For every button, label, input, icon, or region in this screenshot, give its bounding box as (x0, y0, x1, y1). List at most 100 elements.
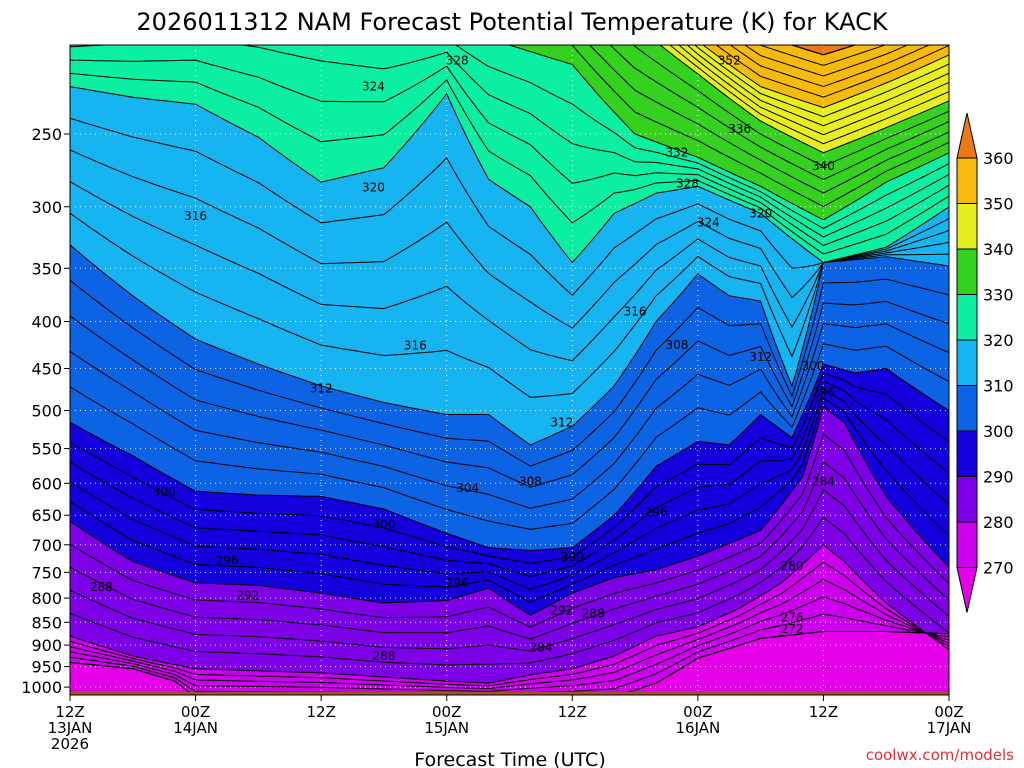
contour-278 (70, 561, 949, 687)
y-tick-label: 250 (31, 125, 62, 144)
contour-296 (70, 380, 949, 577)
y-tick-label: 800 (31, 589, 62, 608)
contour-270 (70, 631, 949, 695)
contour-326 (70, 45, 949, 238)
contour-label: 292 (236, 589, 259, 603)
contour-292 (70, 397, 949, 603)
colorbar-tick-label: 340 (983, 240, 1014, 259)
colorbar-tick-label: 360 (983, 149, 1014, 168)
contour-294 (70, 388, 949, 590)
contour-282 (70, 516, 949, 666)
x-tick-label: 12Z (558, 703, 587, 721)
contour-label: 324 (697, 215, 720, 229)
contour-366 (790, 45, 857, 56)
contour-274 (70, 596, 949, 692)
x-tick-label: 14JAN (173, 719, 218, 737)
contour-286 (70, 461, 949, 640)
contour-label: 300 (372, 517, 395, 531)
contour-332 (569, 45, 949, 207)
colorbar-segment (956, 430, 978, 477)
colorbar-segment (956, 294, 978, 341)
contour-label: 296 (645, 505, 668, 519)
contour-label: 308 (519, 474, 542, 488)
contour-label: 340 (812, 159, 835, 173)
x-tick-label: 00Z (934, 703, 963, 721)
colorbar-segment (956, 385, 978, 432)
contour-310 (70, 244, 949, 446)
contour-label: 328 (446, 54, 469, 68)
x-tick-label: 16JAN (675, 719, 720, 737)
x-tick-label: 12Z (55, 703, 84, 721)
contour-358 (759, 45, 887, 66)
contour-322 (70, 72, 949, 255)
colorbar-tick-label: 270 (983, 559, 1014, 578)
y-tick-label: 450 (31, 360, 62, 379)
isentrope-contours (70, 45, 949, 695)
contour-288 (70, 433, 949, 628)
x-tick-label: 15JAN (424, 719, 469, 737)
x-tick-label: 2026 (51, 735, 89, 753)
y-tick-label: 650 (31, 506, 62, 525)
contour-346 (686, 45, 949, 127)
contour-308 (70, 278, 949, 467)
colorbar-segment (956, 248, 978, 295)
contour-314 (70, 181, 949, 362)
contour-350 (702, 45, 949, 109)
contour-label: 312 (749, 350, 772, 364)
x-tick-label: 00Z (683, 703, 712, 721)
contour-302 (70, 343, 949, 530)
y-tick-label: 700 (31, 536, 62, 555)
y-tick-label: 350 (31, 259, 62, 278)
contour-label: 288 (372, 649, 395, 663)
contour-280 (70, 544, 949, 684)
x-tick-label: 12Z (809, 703, 838, 721)
x-tick-label: 12Z (306, 703, 335, 721)
contour-label: 280 (781, 559, 804, 573)
band-fill-260 (70, 631, 949, 695)
contour-label: 332 (665, 146, 688, 160)
contour-labels: 324 328 352 320 336 332 340 328 316 324 320 316 316 3… (90, 54, 835, 663)
contour-304 (70, 322, 949, 509)
y-tick-label: 950 (31, 658, 62, 677)
contour-label: 300 (561, 550, 584, 564)
contour-320 (70, 86, 949, 264)
contour-342 (669, 45, 949, 145)
contour-290 (70, 405, 949, 616)
contour-label: 300 (153, 485, 176, 499)
contour-label: 324 (362, 80, 385, 94)
y-tick-label: 400 (31, 313, 62, 332)
contour-label: 288 (582, 607, 605, 621)
y-tick-label: 750 (31, 563, 62, 582)
contour-label: 276 (781, 611, 804, 625)
contour-318 (70, 117, 949, 297)
contour-label: 284 (812, 474, 835, 488)
contour-340 (659, 45, 949, 154)
colorbar-top-triangle (956, 112, 978, 159)
colorbar: 360 350 340 330 320 310 300 290 280 270 (956, 112, 1014, 613)
contour-344 (678, 45, 949, 136)
contour-334 (589, 45, 949, 194)
contour-336 (609, 45, 949, 181)
colorbar-segment (956, 157, 978, 204)
colorbar-segment (956, 339, 978, 386)
contour-324 (70, 59, 949, 247)
colorbar-tick-label: 350 (983, 195, 1014, 214)
contour-label: 316 (404, 339, 427, 353)
contour-label: 288 (90, 580, 113, 594)
contour-label: 316 (184, 209, 207, 223)
contour-label: 352 (718, 54, 741, 68)
contour-330 (507, 45, 949, 221)
y-tick-label: 300 (31, 198, 62, 217)
contour-label: 320 (362, 181, 385, 195)
contour-label: 320 (749, 206, 772, 220)
colorbar-segment (956, 203, 978, 250)
colorbar-segment (956, 476, 978, 523)
contour-label: 304 (456, 481, 479, 495)
x-tick-label: 17JAN (927, 719, 972, 737)
contour-label: 312 (310, 381, 333, 395)
contour-352 (715, 45, 949, 98)
contour-354 (729, 45, 931, 88)
contour-label: 316 (624, 304, 647, 318)
